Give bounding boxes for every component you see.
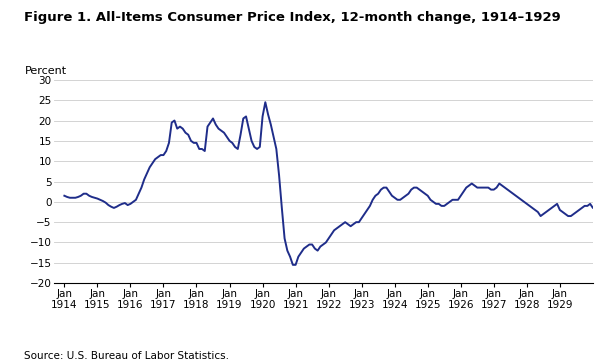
Text: Percent: Percent bbox=[25, 66, 67, 76]
Text: Figure 1. All-Items Consumer Price Index, 12-month change, 1914–1929: Figure 1. All-Items Consumer Price Index… bbox=[24, 11, 561, 24]
Text: Source: U.S. Bureau of Labor Statistics.: Source: U.S. Bureau of Labor Statistics. bbox=[24, 351, 229, 361]
